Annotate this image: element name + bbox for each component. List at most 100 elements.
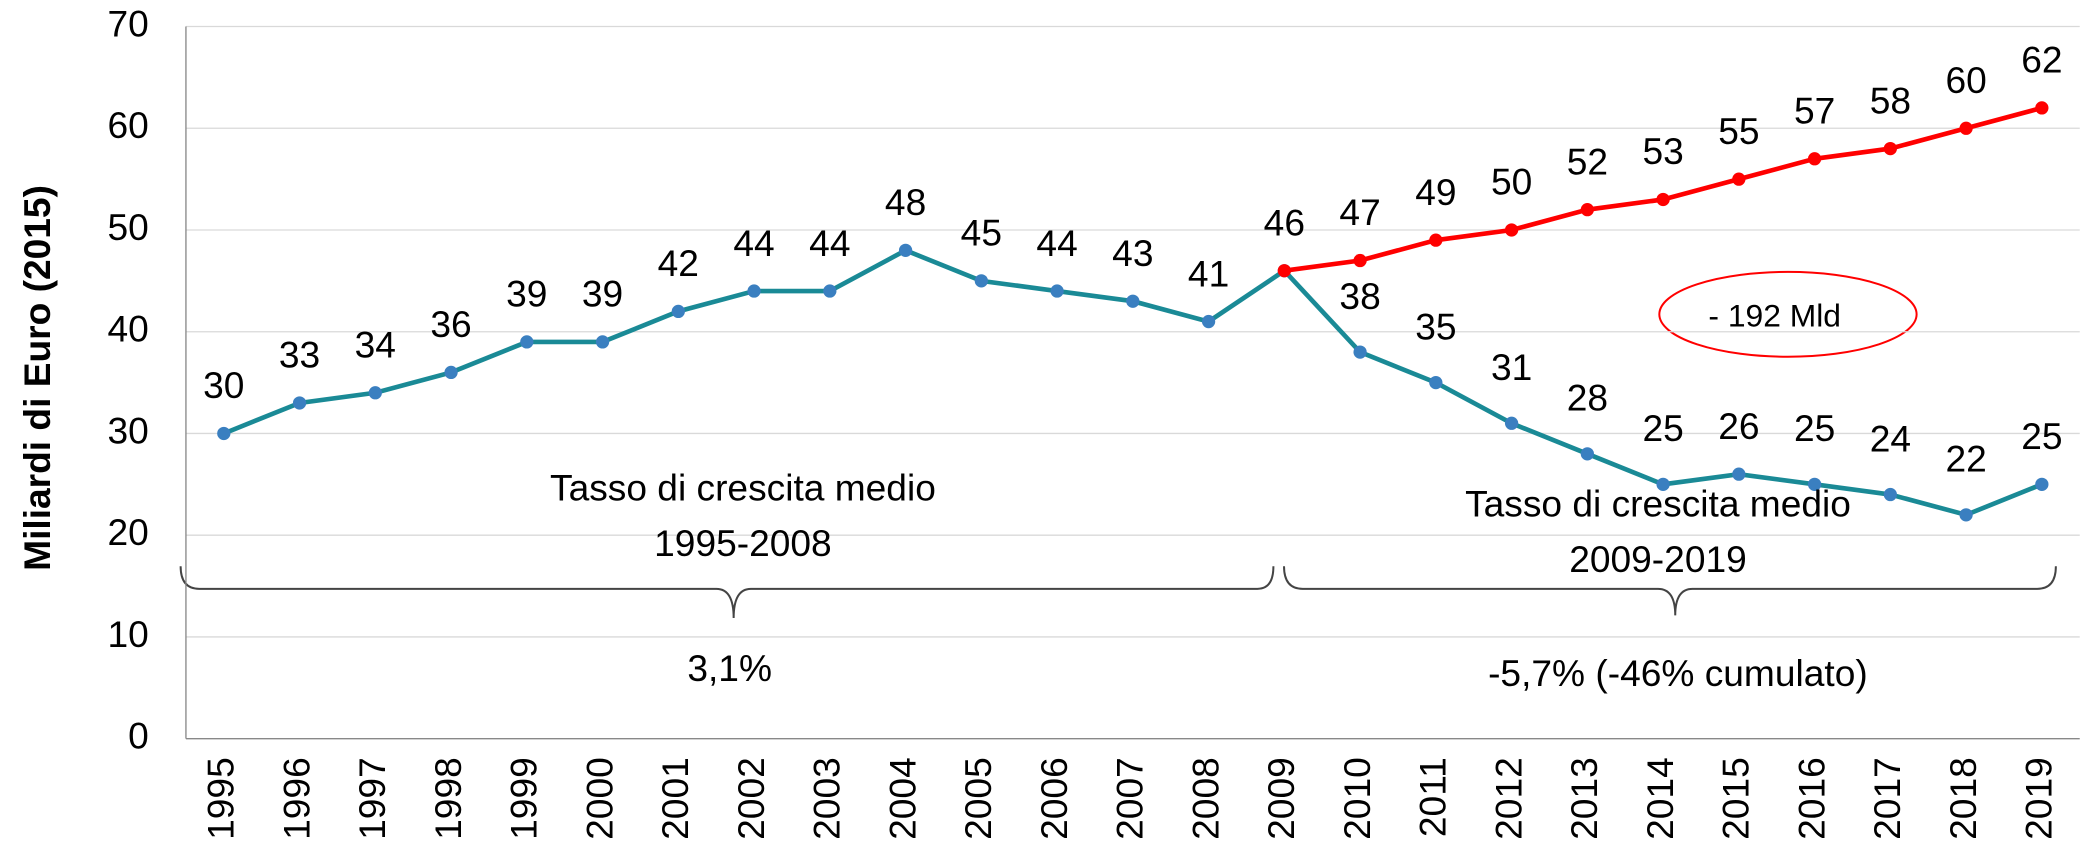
marker (1732, 172, 1746, 186)
data-label: 55 (1718, 110, 1759, 152)
x-tick-label: 2016 (1790, 757, 1832, 840)
x-tick-label: 2002 (730, 757, 772, 840)
marker (1883, 487, 1897, 502)
marker (2035, 477, 2049, 491)
brace (179, 566, 1275, 619)
y-axis-label: Miliardi di Euro (2015) (16, 185, 58, 571)
annotation: 1995-2008 (654, 522, 832, 564)
data-label: 33 (279, 334, 320, 376)
data-label: 48 (885, 181, 926, 223)
x-tick-label: 2011 (1412, 757, 1454, 837)
marker (1504, 223, 1519, 237)
data-label: 26 (1718, 405, 1759, 447)
y-tick-label: 50 (108, 206, 149, 248)
data-label: 24 (1870, 417, 1911, 459)
x-tick-label: 2010 (1336, 757, 1378, 840)
marker (671, 304, 685, 319)
annotation: 3,1% (687, 647, 772, 689)
y-tick-label: 20 (108, 511, 149, 553)
marker (1429, 375, 1443, 390)
marker (444, 365, 458, 380)
x-tick-label: 2008 (1184, 757, 1226, 840)
data-label: 25 (1642, 407, 1683, 449)
data-label: 44 (809, 222, 850, 264)
marker (1732, 467, 1746, 481)
marker (898, 243, 913, 257)
marker (823, 284, 837, 298)
marker (2035, 101, 2049, 115)
data-label: 31 (1491, 346, 1532, 388)
y-tick-label: 0 (128, 714, 149, 756)
data-label: 43 (1112, 232, 1153, 274)
data-label: 44 (733, 222, 774, 264)
x-tick-label: 2003 (806, 757, 848, 840)
marker (747, 284, 761, 298)
line-series (222, 247, 2043, 518)
data-label: 45 (961, 212, 1002, 254)
data-label: 57 (1794, 90, 1835, 132)
marker (1580, 203, 1594, 217)
x-tick-label: 2017 (1866, 757, 1908, 840)
brace (1283, 566, 2057, 616)
marker (1429, 233, 1443, 247)
marker (1353, 345, 1367, 359)
marker (368, 386, 382, 400)
annotation: Tasso di crescita medio (550, 467, 936, 509)
marker (1656, 192, 1670, 207)
data-label: 25 (2021, 415, 2062, 457)
x-tick-label: 2013 (1563, 757, 1605, 840)
data-label: 39 (582, 273, 623, 315)
y-tick-label: 10 (108, 613, 149, 655)
data-label: 22 (1945, 438, 1986, 480)
data-label: 35 (1415, 305, 1456, 347)
data-label: 49 (1415, 171, 1456, 213)
marker (1126, 294, 1140, 308)
data-label: 25 (1794, 407, 1835, 449)
marker (1580, 447, 1594, 461)
x-tick-label: 2009 (1260, 757, 1302, 840)
data-label: 36 (430, 303, 471, 345)
marker (1353, 253, 1367, 268)
data-label: 44 (1036, 222, 1077, 264)
x-tick-label: 1998 (427, 757, 469, 840)
marker (292, 396, 307, 410)
annotation: -5,7% (-46% cumulato) (1488, 652, 1868, 694)
marker (1883, 141, 1897, 156)
marker (1656, 477, 1670, 491)
x-tick-label: 1999 (503, 757, 545, 840)
data-label: 41 (1188, 252, 1229, 294)
marker (1807, 477, 1822, 491)
marker (595, 335, 610, 349)
data-label: 30 (203, 364, 244, 406)
data-label: 46 (1264, 201, 1305, 243)
data-label: 42 (658, 242, 699, 284)
x-tick-label: 2000 (578, 757, 620, 840)
y-tick-label: 40 (108, 308, 149, 350)
marker (1959, 121, 1973, 135)
data-label: 62 (2021, 39, 2062, 81)
data-label: 58 (1870, 79, 1911, 121)
y-tick-label: 60 (108, 104, 149, 146)
marker (520, 335, 534, 349)
x-tick-label: 1996 (275, 757, 317, 840)
x-tick-label: 2001 (654, 757, 696, 840)
x-tick-label: 2019 (2018, 757, 2060, 840)
x-tick-label: 2015 (1715, 757, 1757, 840)
annotation: 2009-2019 (1569, 538, 1747, 580)
x-tick-label: 2006 (1033, 757, 1075, 840)
x-tick-label: 1997 (351, 757, 393, 840)
x-tick-label: 1995 (200, 757, 242, 840)
annotation: Tasso di crescita medio (1465, 482, 1851, 524)
marker (217, 426, 231, 441)
x-tick-label: 2004 (881, 757, 923, 840)
marker (1050, 284, 1064, 298)
x-tick-label: 2014 (1639, 757, 1681, 840)
marker (1277, 264, 1291, 278)
data-label: 47 (1339, 191, 1380, 233)
x-tick-label: 2012 (1487, 757, 1529, 840)
marker (1504, 416, 1519, 430)
data-label: 28 (1567, 377, 1608, 419)
data-label: 34 (355, 324, 396, 366)
